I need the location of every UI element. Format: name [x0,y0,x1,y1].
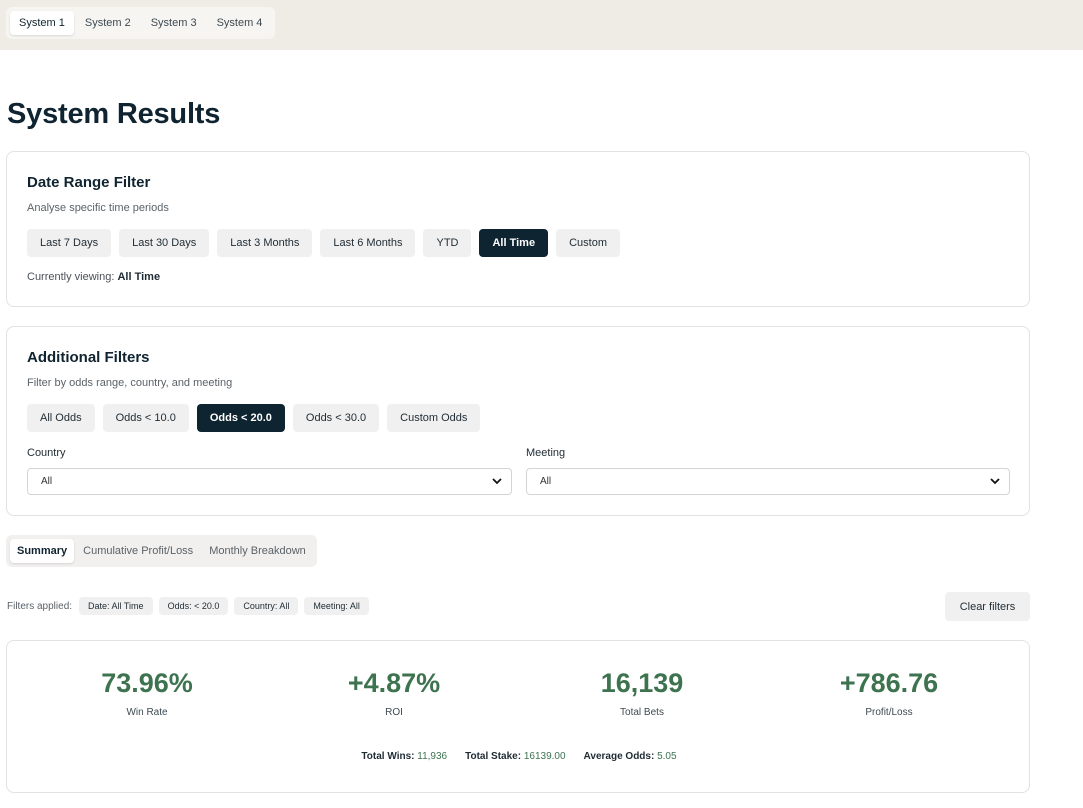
ytd-button[interactable]: YTD [423,229,472,257]
average-odds: Average Odds: 5.05 [584,751,677,762]
all-time-button[interactable]: All Time [479,229,549,257]
country-label: Country [27,447,66,459]
total-stake-value: 16139.00 [523,751,566,762]
summary-totals: Total Wins: 11,936 Total Stake: 16139.00… [7,751,1031,762]
page-title: System Results [7,98,221,130]
filter-chip-country: Country: All [234,597,299,615]
profit-loss-label: Profit/Loss [865,707,913,718]
average-odds-label: Average Odds: [583,751,655,762]
currently-viewing-value: All Time [117,271,161,283]
additional-filters-subtitle: Filter by odds range, country, and meeti… [27,377,233,389]
additional-filters-title: Additional Filters [27,349,150,366]
filters-applied-label: Filters applied: [7,600,73,612]
meeting-label: Meeting [526,447,566,459]
date-range-buttons: Last 7 Days Last 30 Days Last 3 Months L… [27,229,620,257]
filter-chip-date: Date: All Time [79,597,153,615]
last-3-months-button[interactable]: Last 3 Months [217,229,313,257]
win-rate-label: Win Rate [126,707,168,718]
filter-chip-meeting: Meeting: All [304,597,369,615]
tab-summary[interactable]: Summary [10,539,75,563]
win-rate-value: 73.96% [101,668,193,698]
system-tabs: System 1 System 2 System 3 System 4 [6,7,276,39]
total-bets-label: Total Bets [620,707,664,718]
summary-card: 73.96% Win Rate +4.87% ROI 16,139 Total … [6,640,1030,793]
profit-loss-value: +786.76 [839,668,939,698]
filters-applied: Filters applied: Date: All Time Odds: < … [7,597,369,615]
view-tabs: Summary Cumulative Profit/Loss Monthly B… [6,535,317,567]
odds-lt-30-button[interactable]: Odds < 30.0 [292,404,380,432]
additional-filters-card: Additional Filters Filter by odds range,… [6,326,1030,516]
roi-value: +4.87% [347,668,441,698]
total-bets-value: 16,139 [600,668,684,698]
meeting-select[interactable]: All [526,468,1010,495]
roi-label: ROI [385,707,403,718]
odds-lt-20-button[interactable]: Odds < 20.0 [196,404,285,432]
tab-system-4[interactable]: System 4 [216,17,263,29]
tab-system-2[interactable]: System 2 [84,17,131,29]
tab-system-3[interactable]: System 3 [150,17,197,29]
country-select-value: All [41,476,53,487]
date-range-title: Date Range Filter [27,174,151,191]
total-wins-value: 11,936 [417,751,448,762]
total-wins-label: Total Wins: [361,751,415,762]
top-bar: System 1 System 2 System 3 System 4 [0,0,1083,50]
tab-cumulative-profit-loss[interactable]: Cumulative Profit/Loss [83,545,194,557]
tab-monthly-breakdown[interactable]: Monthly Breakdown [209,545,306,557]
tab-system-1[interactable]: System 1 [10,11,74,35]
currently-viewing-label: Currently viewing: [27,271,115,283]
filter-chip-odds: Odds: < 20.0 [158,597,229,615]
chevron-down-icon [492,478,502,485]
odds-lt-10-button[interactable]: Odds < 10.0 [102,404,189,432]
date-range-subtitle: Analyse specific time periods [27,202,169,214]
chevron-down-icon [990,478,1000,485]
total-stake: Total Stake: 16139.00 [465,751,565,762]
last-30-days-button[interactable]: Last 30 Days [119,229,210,257]
custom-odds-button[interactable]: Custom Odds [387,404,481,432]
last-7-days-button[interactable]: Last 7 Days [27,229,112,257]
average-odds-value: 5.05 [657,751,677,762]
meeting-select-value: All [540,476,552,487]
odds-buttons: All Odds Odds < 10.0 Odds < 20.0 Odds < … [27,404,481,432]
currently-viewing: Currently viewing: All Time [27,271,160,283]
clear-filters-button[interactable]: Clear filters [945,592,1030,621]
custom-date-button[interactable]: Custom [556,229,620,257]
total-stake-label: Total Stake: [465,751,522,762]
country-select[interactable]: All [27,468,512,495]
date-range-card: Date Range Filter Analyse specific time … [6,151,1030,307]
total-wins: Total Wins: 11,936 [361,751,447,762]
last-6-months-button[interactable]: Last 6 Months [320,229,416,257]
all-odds-button[interactable]: All Odds [27,404,95,432]
